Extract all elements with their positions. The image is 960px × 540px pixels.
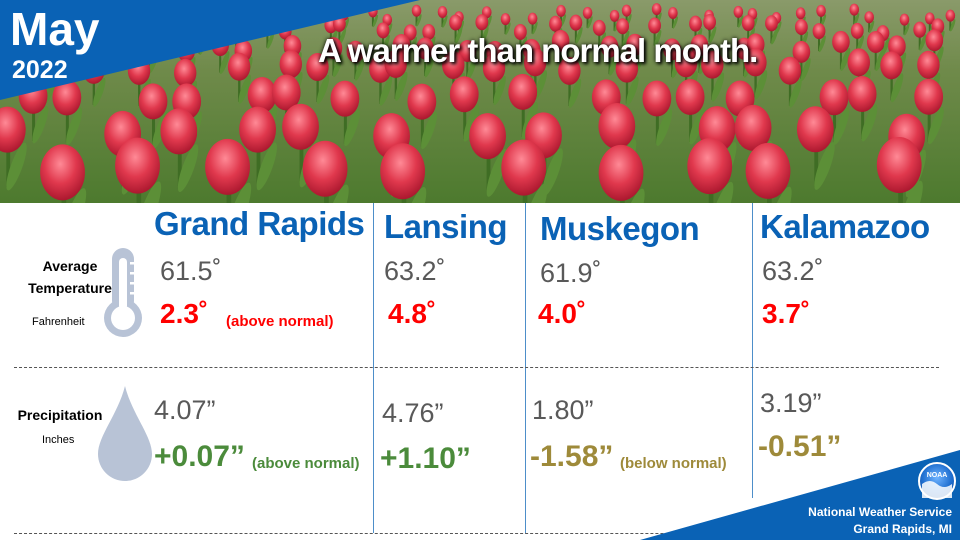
month-title: May [10, 3, 100, 55]
kalamazoo-precip-departure: -0.51” [758, 430, 842, 463]
row-divider [14, 533, 939, 534]
row-divider [14, 367, 939, 368]
muskegon-temp-departure: 4.0˚ [538, 298, 587, 329]
precipitation-row-label: Precipitation [17, 407, 103, 423]
kalamazoo-temp-departure: 3.7˚ [762, 298, 811, 329]
city-kalamazoo: Kalamazoo [760, 208, 930, 245]
raindrop-icon [98, 386, 152, 481]
column-divider [373, 203, 374, 533]
muskegon-precip-note: (below normal) [620, 455, 727, 472]
column-divider [525, 203, 526, 533]
grand-rapids-precip-departure: +0.07” [154, 440, 245, 473]
noaa-logo-icon: NOAA [918, 462, 956, 500]
temperature-label-line1: Average [42, 258, 98, 274]
grand-rapids-precip-note: (above normal) [252, 455, 360, 472]
noaa-logo-text: NOAA [927, 472, 948, 479]
grand-rapids-precip: 4.07” [154, 395, 216, 425]
muskegon-precip-departure: -1.58” [530, 440, 614, 473]
grand-rapids-temp-departure: 2.3˚ [160, 298, 209, 329]
precipitation-unit: Inches [42, 434, 75, 446]
grand-rapids-temp-note: (above normal) [226, 313, 334, 330]
footer-office-name: National Weather Service [808, 505, 952, 519]
city-muskegon: Muskegon [540, 210, 700, 247]
thermometer-icon [104, 248, 142, 337]
column-divider [752, 203, 753, 498]
kalamazoo-temp: 63.2˚ [762, 256, 824, 286]
muskegon-temp: 61.9˚ [540, 258, 602, 288]
lansing-precip-departure: +1.10” [380, 442, 471, 475]
headline: A warmer than normal month. [318, 32, 758, 69]
city-lansing: Lansing [384, 208, 508, 245]
kalamazoo-precip: 3.19” [760, 388, 822, 418]
grand-rapids-temp: 61.5˚ [160, 256, 222, 286]
footer-office-location: Grand Rapids, MI [853, 522, 952, 536]
lansing-temp: 63.2˚ [384, 256, 446, 286]
lansing-precip: 4.76” [382, 398, 444, 428]
muskegon-precip: 1.80” [532, 395, 594, 425]
temperature-label-line2: Temperature [28, 280, 112, 296]
temperature-row-label: Average Temperature [20, 255, 120, 299]
noaa-logo-mark: NOAA [922, 472, 952, 498]
lansing-temp-departure: 4.8˚ [388, 298, 437, 329]
city-grand-rapids: Grand Rapids [154, 205, 365, 242]
temperature-unit: Fahrenheit [32, 316, 85, 328]
year-label: 2022 [12, 56, 68, 84]
